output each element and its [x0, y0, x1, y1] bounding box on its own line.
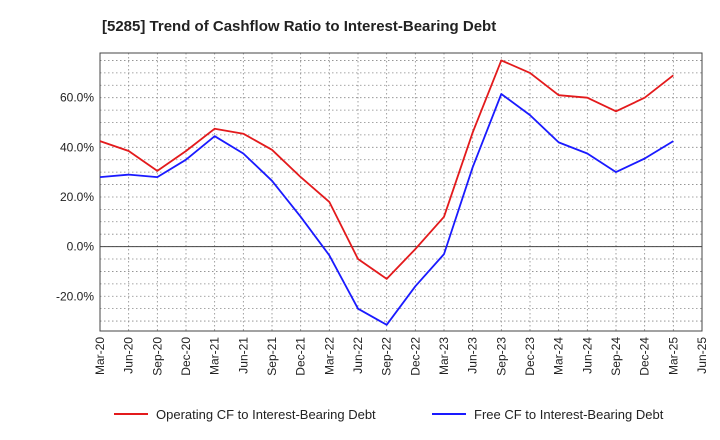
x-tick-label: Sep-20	[150, 337, 164, 376]
x-tick-label: Sep-21	[265, 337, 279, 376]
gridlines	[99, 53, 703, 331]
x-tick-label: Dec-22	[408, 337, 422, 376]
plot-area	[99, 52, 703, 332]
y-tick-label: 60.0%	[60, 91, 94, 105]
chart-title: [5285] Trend of Cashflow Ratio to Intere…	[102, 18, 496, 35]
series-line-free-cf	[99, 93, 674, 326]
x-tick-label: Jun-25	[695, 337, 709, 374]
legend: Operating CF to Interest-Bearing Debt Fre…	[114, 407, 664, 422]
x-tick-label: Sep-24	[609, 337, 623, 376]
x-tick-label: Jun-20	[122, 337, 136, 374]
x-tick-label: Mar-21	[208, 337, 222, 375]
x-tick-label: Dec-20	[179, 337, 193, 376]
x-tick-label: Mar-25	[666, 337, 680, 375]
x-tick-label: Dec-21	[294, 337, 308, 376]
x-tick-label: Jun-22	[351, 337, 365, 374]
x-tick-label: Jun-21	[236, 337, 250, 374]
y-tick-label: 0.0%	[67, 240, 95, 254]
x-tick-label: Mar-22	[322, 337, 336, 375]
x-tick-label: Sep-23	[494, 337, 508, 376]
x-tick-label: Jun-23	[466, 337, 480, 374]
x-tick-label: Mar-23	[437, 337, 451, 375]
series-line-operating-cf	[99, 59, 674, 280]
x-tick-label: Sep-22	[380, 337, 394, 376]
y-tick-label: 20.0%	[60, 190, 94, 204]
y-axis-ticks: -20.0% 0.0% 20.0% 40.0% 60.0%	[56, 91, 94, 304]
legend-label: Operating CF to Interest-Bearing Debt	[156, 407, 376, 422]
x-tick-label: Jun-24	[580, 337, 594, 374]
x-tick-label: Dec-24	[638, 337, 652, 376]
y-tick-label: -20.0%	[56, 289, 94, 303]
x-tick-label: Mar-24	[552, 337, 566, 375]
x-tick-label: Dec-23	[523, 337, 537, 376]
legend-label: Free CF to Interest-Bearing Debt	[474, 407, 664, 422]
x-tick-label: Mar-20	[93, 337, 107, 375]
y-tick-label: 40.0%	[60, 140, 94, 154]
x-axis-ticks: Mar-20 Jun-20 Sep-20 Dec-20 Mar-21 Jun-21 Sep-…	[93, 337, 709, 376]
series-lines	[99, 59, 674, 326]
